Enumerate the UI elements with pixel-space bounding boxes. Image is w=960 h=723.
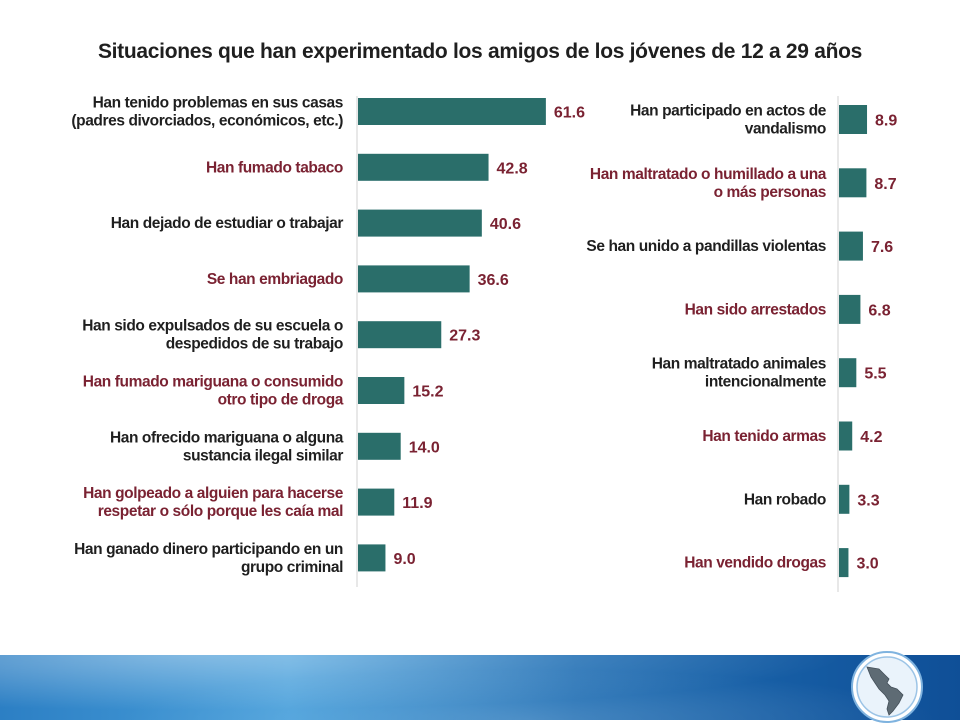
bar <box>358 432 401 460</box>
data-label: 11.9 <box>402 495 432 512</box>
map-icon <box>856 656 918 718</box>
category-label: Han fumado tabaco <box>206 159 343 176</box>
bar <box>358 209 482 237</box>
category-label: Se han embriagado <box>207 271 343 288</box>
category-label: Han maltratado animales intencionalmente <box>652 356 827 391</box>
data-label: 9.0 <box>393 551 415 568</box>
data-label: 15.2 <box>412 384 443 401</box>
data-label: 61.6 <box>554 105 585 122</box>
latin-america-map-logo <box>851 651 923 723</box>
data-label: 3.3 <box>857 492 879 509</box>
category-label: Se han unido a pandillas violentas <box>586 238 826 255</box>
bar <box>358 265 470 293</box>
category-label: Han golpeado a alguien para hacerse respe… <box>83 485 344 520</box>
data-label: 8.9 <box>875 113 897 130</box>
bar <box>839 294 861 324</box>
data-label: 5.5 <box>864 366 886 383</box>
category-label: Han maltratado o humillado a una o más pe… <box>590 166 827 201</box>
data-label: 14.0 <box>409 439 440 456</box>
data-label: 7.6 <box>871 239 893 256</box>
data-label: 3.0 <box>856 556 878 573</box>
bar <box>839 484 850 514</box>
chart-area: 61.6 Han tenido problemas en sus casas (pa… <box>71 95 897 592</box>
bar <box>839 231 863 261</box>
category-label: Han participado en actos de vandalismo <box>630 103 827 138</box>
category-label: Han ganado dinero participando en un grup… <box>74 541 343 576</box>
bar <box>358 377 405 404</box>
category-label: Han vendido drogas <box>684 555 826 572</box>
data-label: 27.3 <box>449 328 480 345</box>
category-label: Han tenido armas <box>702 428 826 445</box>
data-label: 36.6 <box>478 272 509 289</box>
data-label: 8.7 <box>874 176 896 193</box>
bar <box>839 168 867 198</box>
bar <box>358 544 386 572</box>
data-label: 42.8 <box>497 160 528 177</box>
category-label: Han fumado mariguana o consumido otro tip… <box>83 374 344 409</box>
category-label: Han sido expulsados de su escuela o despe… <box>82 318 343 353</box>
bar <box>839 548 849 578</box>
category-label: Han tenido problemas en sus casas (padres… <box>71 95 343 130</box>
bar <box>358 153 489 181</box>
category-label: Han ofrecido mariguana o alguna sustancia… <box>110 429 344 464</box>
bar <box>839 358 857 388</box>
chart-title: Situaciones que han experimentado los am… <box>97 40 863 63</box>
bar <box>358 98 546 125</box>
data-label: 40.6 <box>490 216 521 233</box>
category-label: Han robado <box>744 491 826 508</box>
category-label: Han dejado de estudiar o trabajar <box>111 215 344 232</box>
bar <box>839 105 868 134</box>
footer-band <box>0 655 960 720</box>
data-label: 6.8 <box>868 302 890 319</box>
category-label: Han sido arrestados <box>685 301 826 318</box>
bar <box>839 421 853 451</box>
data-label: 4.2 <box>860 429 882 446</box>
bar <box>358 488 395 516</box>
bar <box>358 321 442 349</box>
